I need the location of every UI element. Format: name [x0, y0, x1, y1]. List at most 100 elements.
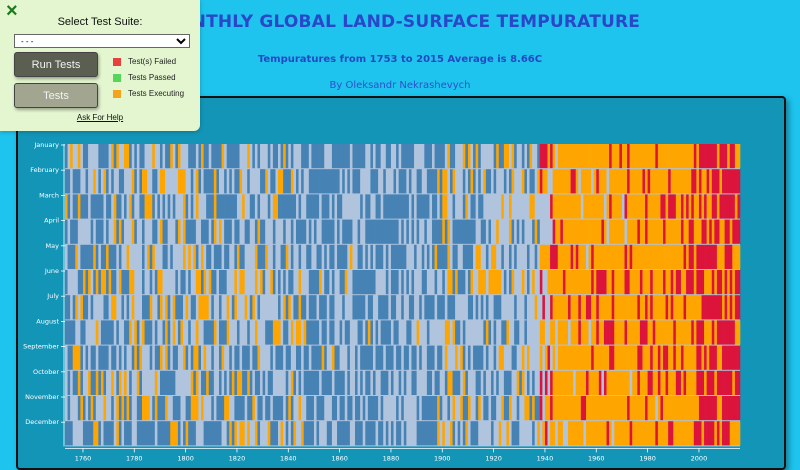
heatmap-cell: [547, 421, 551, 446]
heatmap-cell: [673, 144, 677, 169]
heatmap-cell: [645, 270, 648, 295]
heatmap-cell: [206, 396, 210, 421]
heatmap-cell: [467, 295, 471, 320]
heatmap-cell: [224, 421, 227, 446]
heatmap-cell: [154, 144, 158, 169]
heatmap-cell: [449, 396, 453, 421]
heatmap-cell: [126, 244, 130, 269]
heatmap-cell: [483, 320, 487, 345]
heatmap-cell: [285, 345, 289, 370]
heatmap-cell: [675, 144, 679, 169]
heatmap-cell: [408, 169, 412, 194]
heatmap-cell: [701, 370, 705, 395]
heatmap-cell: [483, 370, 487, 395]
heatmap-cell: [218, 396, 222, 421]
heatmap-cell: [519, 370, 523, 395]
heatmap-cell: [165, 396, 168, 421]
heatmap-cell: [124, 295, 127, 320]
heatmap-cell: [688, 144, 692, 169]
heatmap-cell: [624, 370, 628, 395]
heatmap-cell: [226, 320, 230, 345]
heatmap-cell: [645, 370, 648, 395]
heatmap-cell: [511, 219, 515, 244]
heatmap-cell: [134, 370, 138, 395]
heatmap-cell: [709, 219, 713, 244]
heatmap-cell: [416, 421, 420, 446]
heatmap-cell: [339, 244, 343, 269]
heatmap-cell: [98, 270, 102, 295]
heatmap-cell: [211, 169, 215, 194]
heatmap-cell: [177, 144, 181, 169]
heatmap-cell: [514, 421, 518, 446]
heatmap-cell: [411, 270, 415, 295]
heatmap-cell: [221, 244, 225, 269]
heatmap-cell: [506, 144, 510, 169]
heatmap-cell: [313, 320, 317, 345]
heatmap-cell: [113, 270, 117, 295]
heatmap-cell: [573, 345, 577, 370]
heatmap-cell: [652, 194, 656, 219]
heatmap-cell: [465, 295, 469, 320]
heatmap-cell: [239, 320, 243, 345]
heatmap-cell: [95, 295, 99, 320]
heatmap-cell: [683, 396, 687, 421]
heatmap-cell: [524, 194, 528, 219]
heatmap-cell: [352, 396, 356, 421]
heatmap-cell: [532, 169, 535, 194]
heatmap-cell: [493, 396, 497, 421]
heatmap-cell: [442, 244, 446, 269]
test-suite-select[interactable]: - - -: [14, 34, 190, 48]
heatmap-cell: [295, 370, 299, 395]
heatmap-cell: [596, 421, 600, 446]
heatmap-cell: [403, 144, 407, 169]
heatmap-cell: [657, 270, 661, 295]
heatmap-cell: [393, 320, 397, 345]
heatmap-cell: [100, 194, 104, 219]
heatmap-cell: [378, 194, 381, 219]
heatmap-cell: [642, 244, 646, 269]
heatmap-cell: [706, 421, 710, 446]
heatmap-cell: [603, 169, 607, 194]
heatmap-cell: [108, 320, 112, 345]
heatmap-cell: [188, 370, 192, 395]
heatmap-cell: [90, 169, 94, 194]
heatmap-cell: [557, 194, 561, 219]
heatmap-cell: [355, 421, 358, 446]
heatmap-cell: [475, 144, 479, 169]
heatmap-cell: [283, 144, 287, 169]
heatmap-cell: [177, 370, 181, 395]
ask-for-help-link[interactable]: Ask For Help: [76, 113, 124, 122]
heatmap-cell: [298, 396, 302, 421]
heatmap-cell: [452, 345, 456, 370]
tests-button[interactable]: Tests: [14, 83, 98, 108]
heatmap-cell: [437, 421, 441, 446]
close-icon[interactable]: ×: [6, 0, 18, 22]
heatmap-cell: [449, 345, 453, 370]
heatmap-cell: [665, 169, 669, 194]
heatmap-cell: [447, 345, 451, 370]
heatmap-cell: [568, 144, 571, 169]
heatmap-cell: [124, 320, 127, 345]
heatmap-cell: [175, 144, 179, 169]
heatmap-cell: [655, 320, 659, 345]
heatmap-cell: [106, 370, 109, 395]
heatmap-cell: [244, 244, 248, 269]
heatmap-cell: [532, 396, 535, 421]
heatmap-cell: [493, 244, 497, 269]
heatmap-cell: [278, 421, 281, 446]
heatmap-cell: [547, 244, 551, 269]
heatmap-cell: [221, 370, 225, 395]
heatmap-cell: [524, 370, 528, 395]
heatmap-cell: [611, 345, 615, 370]
run-tests-button[interactable]: Run Tests: [14, 52, 98, 77]
heatmap-cell: [321, 295, 325, 320]
heatmap-cell: [80, 370, 84, 395]
heatmap-cell: [167, 144, 171, 169]
heatmap-cell: [208, 320, 212, 345]
heatmap-cell: [624, 345, 628, 370]
heatmap-cell: [457, 370, 461, 395]
heatmap-cell: [142, 244, 145, 269]
heatmap-cell: [565, 320, 569, 345]
heatmap-cell: [88, 396, 91, 421]
heatmap-cell: [254, 370, 258, 395]
